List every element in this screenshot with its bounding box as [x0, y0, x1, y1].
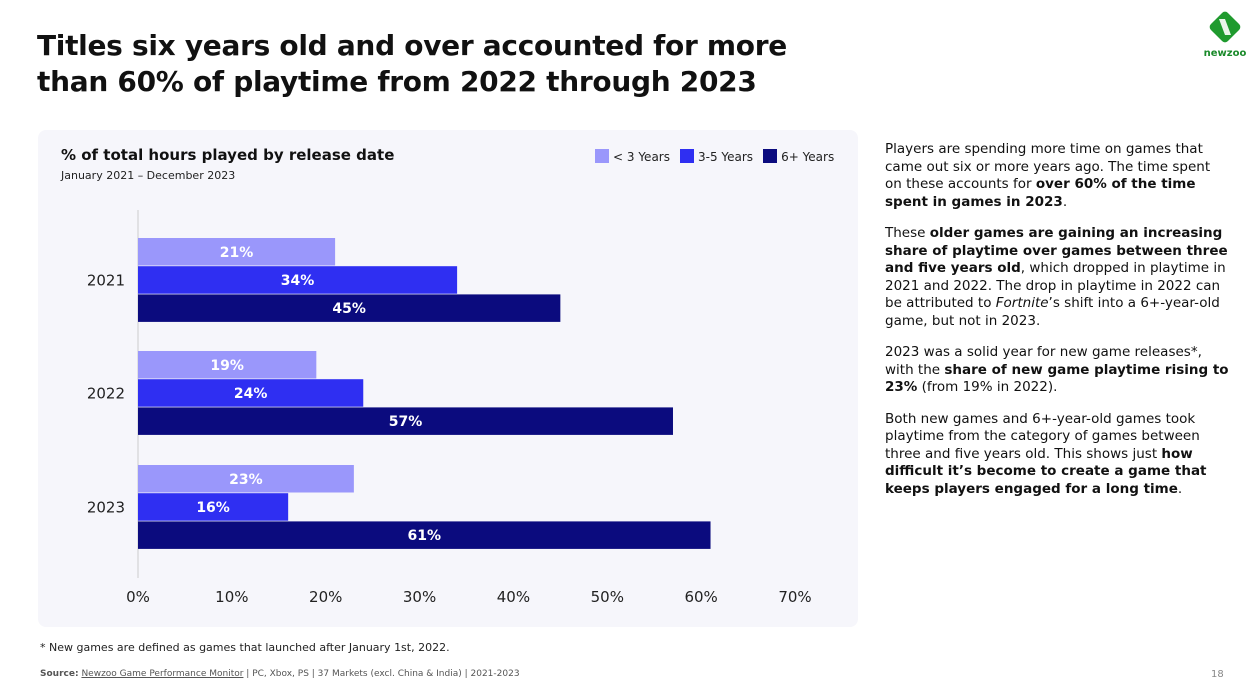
bar-chart: 2021 21% 34% 45% 2022 19% 24% 57% 2023 23% 16% 61% 0…: [87, 210, 812, 606]
data-label: 34%: [281, 273, 315, 289]
bar: [138, 465, 354, 493]
category-label: 2021: [87, 271, 125, 289]
source-line: Source: Newzoo Game Performance Monitor …: [40, 669, 520, 679]
bar: [138, 238, 336, 266]
chart-subtitle: January 2021 – December 2023: [61, 169, 236, 182]
newzoo-logo-icon: [1209, 11, 1241, 43]
category-label: 2023: [87, 498, 125, 516]
commentary-paragraph: Both new games and 6+-year-old games too…: [885, 410, 1207, 497]
page-title: Titles six years old and over accounted …: [37, 29, 787, 98]
legend-item: 6+ Years: [763, 149, 834, 164]
x-tick-label: 10%: [215, 588, 248, 606]
data-label: 19%: [210, 358, 244, 374]
bar: [138, 266, 458, 294]
x-tick-label: 70%: [778, 588, 811, 606]
data-label: 16%: [196, 500, 230, 516]
commentary-paragraph: Players are spending more time on games …: [885, 141, 1211, 210]
data-label: 45%: [332, 301, 366, 317]
chart-title: % of total hours played by release date: [61, 146, 395, 164]
bar: [138, 521, 711, 549]
x-tick-label: 60%: [684, 588, 717, 606]
data-label: 61%: [408, 528, 442, 544]
data-label: 23%: [229, 472, 263, 488]
commentary-paragraph: These older games are gaining an increas…: [885, 225, 1228, 329]
footnote: * New games are defined as games that la…: [40, 641, 450, 654]
x-tick-label: 30%: [403, 588, 436, 606]
data-label: 57%: [389, 414, 423, 430]
category-label: 2022: [87, 384, 125, 402]
legend-item: < 3 Years: [595, 149, 670, 164]
bar: [138, 407, 673, 435]
data-label: 24%: [234, 386, 268, 402]
newzoo-logo: newzoo: [1200, 8, 1250, 59]
page-number: 18: [1211, 669, 1224, 680]
chart-legend: < 3 Years 3-5 Years 6+ Years: [595, 149, 834, 164]
x-tick-label: 0%: [126, 588, 150, 606]
bar: [138, 493, 289, 521]
x-tick-label: 50%: [591, 588, 624, 606]
data-label: 21%: [220, 245, 254, 261]
bar: [138, 379, 364, 407]
bar: [138, 294, 561, 322]
commentary-paragraph: 2023 was a solid year for new game relea…: [885, 344, 1229, 395]
x-tick-label: 20%: [309, 588, 342, 606]
source-link[interactable]: Newzoo Game Performance Monitor: [81, 669, 244, 679]
commentary: Players are spending more time on games …: [885, 141, 1230, 512]
legend-item: 3-5 Years: [679, 149, 753, 164]
bar: [138, 351, 317, 379]
x-tick-label: 40%: [497, 588, 530, 606]
